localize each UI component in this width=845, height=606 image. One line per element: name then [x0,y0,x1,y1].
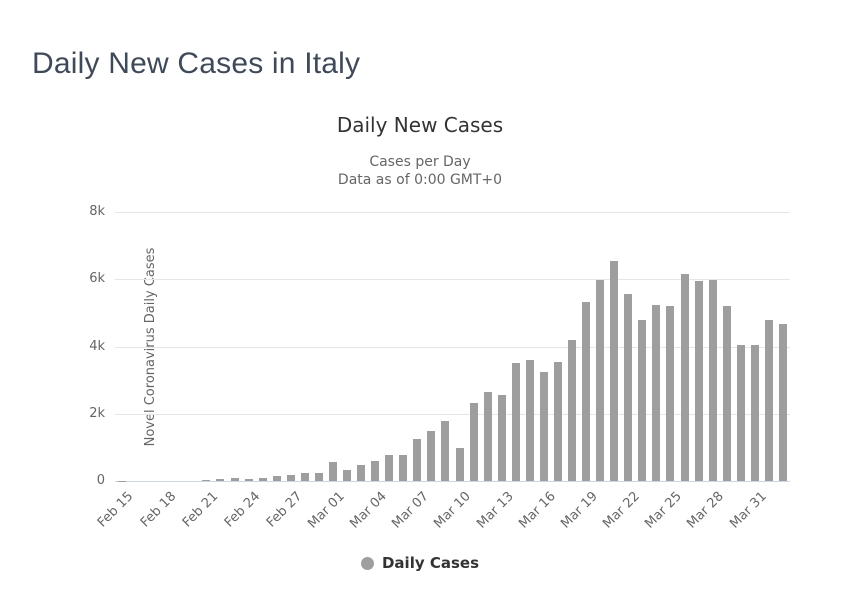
bar-feb-21[interactable] [202,480,211,481]
x-tick-label: Feb 15 [95,489,137,531]
x-tick-label: Feb 27 [263,489,306,531]
x-tick-label: Mar 13 [473,489,517,532]
bar-mar-14[interactable] [511,363,520,481]
bar-mar-16[interactable] [539,372,548,481]
x-tick-label: Mar 31 [726,489,770,532]
x-tick-label: Mar 07 [389,489,432,532]
bar-mar-28[interactable] [708,280,717,481]
bar-mar-06[interactable] [399,454,408,481]
bar-mar-25[interactable] [666,305,675,481]
bar-feb-23[interactable] [230,478,239,481]
x-tick-label: Feb 18 [137,489,179,531]
bar-mar-04[interactable] [371,461,380,481]
bar-mar-20[interactable] [596,279,605,481]
chart-subtitle: Cases per Day Data as of 0:00 GMT+0 [30,153,810,189]
bar-mar-13[interactable] [497,395,506,481]
bar-mar-11[interactable] [469,403,478,481]
bar-feb-27[interactable] [286,474,295,481]
y-tick-label: 0 [96,473,105,488]
x-tick-label: Mar 10 [431,489,475,532]
x-tick-label: Mar 25 [642,489,686,532]
x-tick-label: Mar 16 [515,489,559,532]
bar-feb-25[interactable] [258,477,267,481]
bar-mar-26[interactable] [680,274,689,481]
x-tick-label: Mar 28 [684,489,728,532]
x-axis-line [115,481,790,482]
x-tick-label: Feb 21 [179,489,222,531]
bar-mar-27[interactable] [694,280,703,481]
bar-mar-10[interactable] [455,448,464,481]
bar-mar-17[interactable] [553,362,562,481]
bar-mar-15[interactable] [525,360,534,481]
bar-mar-09[interactable] [441,420,450,481]
y-tick-label: 6k [89,271,105,287]
chart-title: Daily New Cases [336,113,504,137]
bar-mar-30[interactable] [736,344,745,481]
bar-feb-22[interactable] [216,479,225,481]
x-tick-label: Mar 19 [558,489,601,532]
bar-feb-29[interactable] [314,472,323,481]
bar-feb-28[interactable] [300,473,309,481]
bar-mar-01[interactable] [328,461,337,481]
bar-mar-02[interactable] [343,469,352,481]
gridline-2k [115,413,790,415]
bar-mar-19[interactable] [582,302,591,481]
daily-new-cases-chart: Daily New Cases Cases per Day Data as of… [30,100,810,595]
y-tick-label: 8k [89,204,105,219]
bar-mar-23[interactable] [638,319,647,481]
gridline-8k [115,212,790,213]
bar-apr-01[interactable] [764,320,773,481]
legend-label: Daily Cases [381,554,480,572]
y-tick-label: 2k [89,405,105,421]
plot-area: Novel Coronavirus Daily Cases 0 2k 4k 6k 8k F… [89,204,790,532]
bar-mar-12[interactable] [483,391,492,481]
legend-marker-icon [360,556,374,570]
bar-mar-05[interactable] [385,455,394,481]
bar-mar-07[interactable] [413,439,422,481]
gridline-4k [115,346,790,348]
bar-mar-24[interactable] [652,304,661,481]
bar-feb-26[interactable] [272,476,281,481]
bar-mar-31[interactable] [750,344,759,481]
x-tick-label: Mar 04 [347,489,390,532]
x-tick-label: Mar 22 [600,489,643,532]
bar-apr-02[interactable] [778,324,787,481]
x-tick-label: Mar 01 [305,489,348,532]
bar-mar-22[interactable] [624,294,633,481]
gridline-6k [115,279,790,281]
x-tick-label: Feb 24 [221,489,264,531]
legend[interactable]: Daily Cases [30,554,810,572]
bar-mar-21[interactable] [610,260,619,481]
bar-mar-29[interactable] [722,305,731,481]
bar-mar-18[interactable] [568,339,577,481]
page-title: Daily New Cases in Italy [32,47,361,81]
y-tick-label: 4k [89,338,105,354]
chart-subtitle-line1: Cases per Day [369,154,471,170]
bar-feb-24[interactable] [244,478,253,481]
bar-mar-08[interactable] [427,430,436,481]
bar-mar-03[interactable] [357,465,366,481]
chart-subtitle-line2: Data as of 0:00 GMT+0 [337,172,503,188]
